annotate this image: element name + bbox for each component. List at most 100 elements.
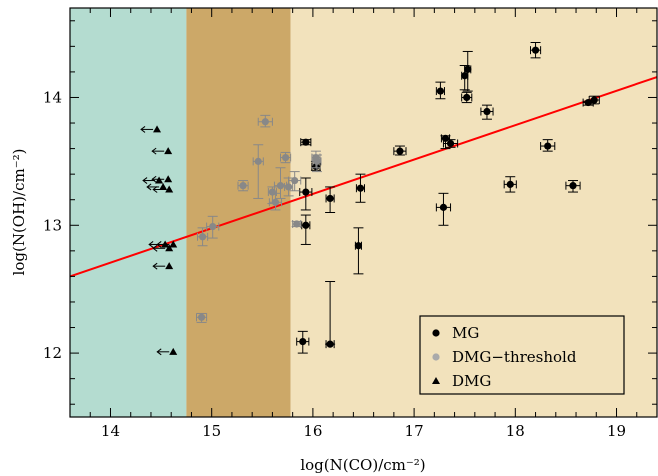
x-tick-label: 19	[607, 422, 626, 440]
point-0-23	[588, 95, 600, 105]
x-tick-label: 17	[405, 422, 424, 440]
circle-marker	[506, 180, 514, 188]
upper-limit-arrowhead	[146, 183, 152, 191]
x-axis-label: log(N(CO)/cm⁻²)	[300, 456, 425, 474]
circle-marker	[356, 184, 365, 192]
circle-marker	[464, 65, 472, 73]
circle-marker	[590, 96, 598, 104]
region-1	[186, 8, 291, 417]
legend-label: MG	[452, 324, 479, 342]
circle-marker	[254, 157, 262, 165]
y-tick-label: 14	[43, 88, 62, 106]
legend-label: DMG−threshold	[452, 348, 577, 366]
point-0-1	[299, 177, 313, 211]
circle-marker	[354, 242, 363, 250]
x-tick-label: 14	[101, 422, 120, 440]
point-0-15	[462, 50, 473, 92]
circle-marker	[281, 153, 290, 162]
upper-limit-arrowhead	[156, 241, 162, 248]
circle-marker	[483, 107, 491, 116]
x-tick-label: 18	[506, 422, 525, 440]
legend-marker-circle	[432, 353, 440, 361]
point-0-12	[440, 134, 451, 150]
triangle-marker	[153, 125, 162, 133]
y-tick-label: 12	[43, 344, 62, 362]
circle-marker	[461, 72, 469, 80]
point-1-0	[196, 312, 208, 323]
series-mg	[296, 42, 600, 354]
legend-box	[419, 315, 625, 395]
x-tick-label: 16	[303, 422, 322, 440]
point-2-10	[156, 347, 178, 356]
circle-marker	[326, 194, 334, 203]
series-dmg-threshold	[196, 114, 322, 323]
point-1-1	[197, 227, 209, 247]
point-0-3	[300, 214, 311, 245]
y-axis-label: log(N(OH)/cm⁻²)	[10, 149, 28, 276]
circle-marker	[291, 176, 299, 185]
upper-limit-arrowhead	[152, 244, 158, 252]
triangle-marker	[164, 175, 173, 183]
circle-marker	[299, 337, 307, 346]
circle-marker	[446, 139, 455, 148]
data-points-layer	[140, 42, 600, 356]
circle-marker	[239, 182, 247, 190]
circle-marker	[584, 98, 592, 107]
circle-marker	[268, 188, 277, 196]
circle-marker	[302, 138, 310, 146]
legend-marker-circle	[432, 329, 440, 337]
triangle-marker	[169, 347, 178, 355]
point-0-21	[565, 180, 581, 193]
point-0-9	[393, 145, 407, 156]
point-2-6	[152, 244, 174, 252]
point-0-7	[355, 173, 366, 203]
triangle-marker	[159, 182, 168, 190]
fit-line	[70, 76, 657, 278]
point-0-17	[480, 104, 494, 120]
triangle-marker	[165, 262, 174, 270]
point-0-18	[503, 176, 517, 193]
point-0-6	[325, 186, 336, 213]
point-2-0	[140, 125, 162, 133]
circle-marker	[276, 182, 285, 190]
point-2-7	[152, 185, 174, 193]
series-dmg	[140, 125, 178, 356]
circle-marker	[544, 142, 552, 150]
upper-limit-arrowhead	[156, 348, 162, 356]
point-0-20	[540, 139, 556, 152]
point-1-12	[291, 220, 302, 229]
point-1-11	[288, 171, 302, 192]
axis-ticks: 14 15 16 17 18 19 12 13 14	[43, 8, 658, 440]
circle-marker	[396, 147, 404, 155]
plot-frame	[69, 7, 658, 418]
x-tick-label: 15	[202, 422, 221, 440]
point-1-4	[252, 144, 264, 199]
circle-marker	[569, 182, 577, 190]
point-0-11	[435, 192, 452, 226]
triangle-marker	[165, 244, 174, 252]
legend-label: DMG	[452, 372, 491, 390]
circle-marker	[463, 93, 471, 102]
circle-marker	[271, 198, 280, 206]
upper-limit-arrowhead	[148, 241, 154, 248]
point-1-14	[311, 154, 322, 173]
circle-marker	[302, 188, 310, 196]
circle-marker	[436, 87, 445, 95]
point-0-5	[325, 281, 336, 349]
triangle-marker	[155, 176, 164, 184]
region-0	[70, 8, 187, 417]
point-1-5	[257, 114, 273, 128]
upper-limit-arrowhead	[151, 147, 157, 155]
legend-marker-triangle	[432, 377, 440, 384]
circle-marker	[261, 118, 269, 126]
legend: MG DMG−threshold DMG	[419, 315, 625, 395]
upper-limit-arrowhead	[151, 175, 157, 183]
point-2-8	[152, 262, 174, 270]
point-2-4	[151, 147, 173, 155]
upper-limit-arrowhead	[142, 177, 148, 184]
upper-limit-arrowhead	[152, 262, 158, 270]
triangle-marker	[169, 240, 178, 248]
y-tick-label: 13	[43, 216, 62, 234]
circle-marker	[285, 183, 293, 191]
